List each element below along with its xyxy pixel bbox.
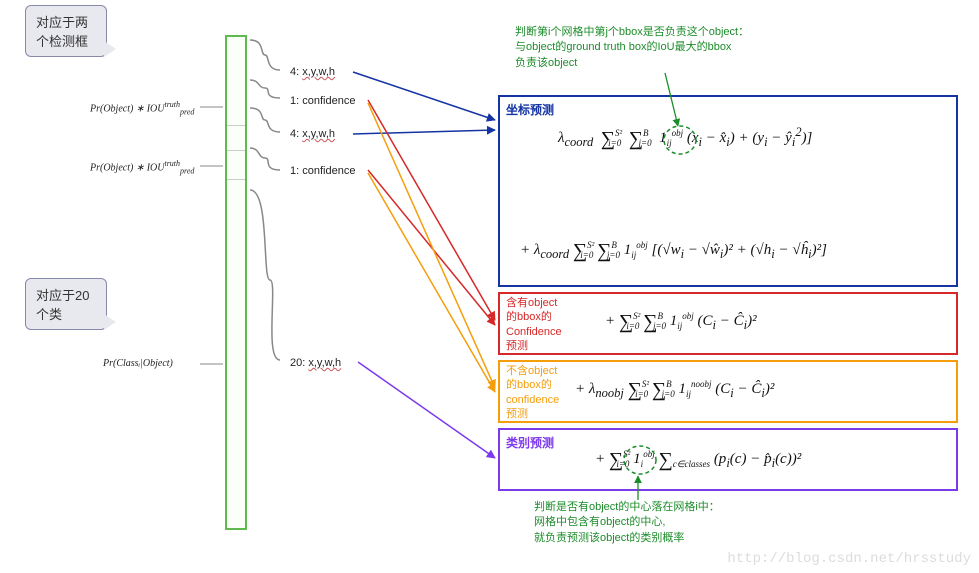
dim-xywh-1: 4: 4: x,y,w,hx,y,w,h — [290, 66, 335, 78]
box-conf-obj: + ∑S²i=0 ∑Bj=0 1ijobj (Ci − Ĉi)² — [498, 292, 958, 355]
box-class-pred: 类别预测 + ∑S²i=0 1iobj ∑c∈classes (pi(c) − … — [498, 428, 958, 491]
callout-twenty-classes: 对应于20 个类 — [25, 278, 107, 330]
prob-iou-1: Pr(Object) ∗ IOUtruthpred — [90, 100, 194, 116]
callout-two-boxes: 对应于两 个检测框 — [25, 5, 107, 57]
formula-class: + ∑S²i=0 1iobj ∑c∈classes (pi(c) − p̂i(c… — [595, 446, 801, 471]
box-coord-pred: 坐标预测 λcoord ∑S²i=0 ∑Bj=0 1ijobj (xi − x̂… — [498, 95, 958, 287]
dim-class: 20: x,y,w,h — [290, 357, 341, 369]
note-class-responsibility: 判断是否有object的中心落在网格i中： 网格中包含有object的中心, 就… — [534, 500, 720, 546]
prob-class: Pr(Classᵢ|Object) — [103, 358, 173, 369]
title-coord: 坐标预测 — [506, 101, 554, 118]
formula-coord-xy: λcoord ∑S²i=0 ∑Bj=0 1ijobj (xi − x̂i) + … — [558, 125, 812, 150]
dim-xywh-2: 4: x,y,w,h — [290, 128, 335, 140]
title-class: 类别预测 — [506, 434, 554, 451]
box-conf-noobj: + λnoobj ∑S²i=0 ∑Bj=0 1ijnoobj (Ci − Ĉi)… — [498, 360, 958, 423]
formula-conf-noobj: + λnoobj ∑S²i=0 ∑Bj=0 1ijnoobj (Ci − Ĉi)… — [575, 376, 774, 401]
formula-coord-wh: + λcoord ∑S²i=0 ∑Bj=0 1ijobj [(√wi − √ŵi… — [520, 237, 827, 262]
watermark: http://blog.csdn.net/hrsstudy — [727, 551, 971, 567]
dim-conf-1: 1: confidence — [290, 95, 355, 107]
prob-iou-2: Pr(Object) ∗ IOUtruthpred — [90, 159, 194, 175]
dim-conf-2: 1: confidence — [290, 165, 355, 177]
legend-red: 含有object的bbox的Confidence预测 — [506, 296, 562, 353]
tensor-column — [225, 35, 247, 530]
note-iou-responsibility: 判断第i个网格中第j个bbox是否负责这个object： 与object的gro… — [515, 25, 749, 71]
formula-conf-obj: + ∑S²i=0 ∑Bj=0 1ijobj (Ci − Ĉi)² — [605, 308, 757, 333]
legend-orange: 不含object的bbox的confidence预测 — [506, 364, 559, 421]
